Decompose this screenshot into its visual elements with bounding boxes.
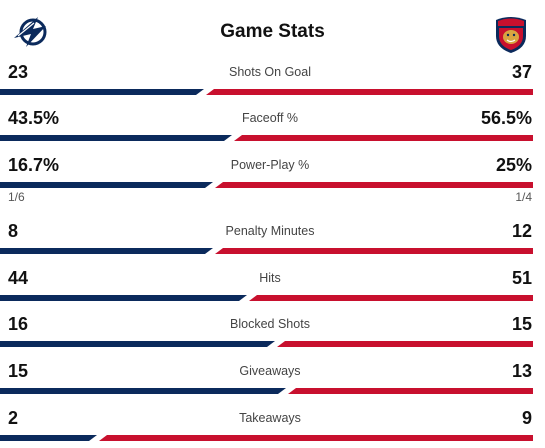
away-value: 56.5% <box>480 108 532 128</box>
away-value: 25% <box>495 155 532 175</box>
away-bar <box>249 295 533 301</box>
header: Game Stats <box>0 0 545 62</box>
home-value: 8 <box>8 221 19 241</box>
home-bar <box>0 248 213 254</box>
comparison-bar <box>0 89 533 95</box>
away-value: 13 <box>511 361 532 381</box>
away-value: 37 <box>511 62 532 82</box>
stat-row: 16.7% Power-Play % 25% 1/6 1/4 <box>0 155 545 204</box>
stat-row: 43.5% Faceoff % 56.5% <box>0 108 545 148</box>
comparison-bar <box>0 435 533 441</box>
stat-row: 15 Giveaways 13 <box>0 361 545 401</box>
stat-row: 16 Blocked Shots 15 <box>0 314 545 354</box>
home-value: 2 <box>8 408 19 428</box>
home-subvalue: 1/6 <box>8 190 25 204</box>
stat-label: Shots On Goal <box>229 65 311 79</box>
home-bar <box>0 135 232 141</box>
stat-label: Power-Play % <box>230 158 310 172</box>
comparison-bar <box>0 388 533 394</box>
away-value: 9 <box>521 408 532 428</box>
away-bar <box>277 341 533 347</box>
page-title: Game Stats <box>220 21 325 42</box>
stat-label: Takeaways <box>239 411 301 425</box>
away-bar <box>99 435 533 441</box>
stat-row: 23 Shots On Goal 37 <box>0 62 545 102</box>
stat-label: Hits <box>259 271 281 285</box>
home-bar <box>0 435 97 441</box>
away-value: 12 <box>511 221 532 241</box>
lightning-logo-icon <box>14 17 47 47</box>
home-value: 16 <box>8 314 29 334</box>
away-value: 15 <box>511 314 532 334</box>
home-value: 43.5% <box>8 108 60 128</box>
away-bar <box>215 182 533 188</box>
stat-label: Giveaways <box>239 364 301 378</box>
stat-label: Blocked Shots <box>230 317 310 331</box>
away-subvalue: 1/4 <box>515 190 532 204</box>
comparison-bar <box>0 182 533 188</box>
stat-row: 44 Hits 51 <box>0 268 545 308</box>
home-bar <box>0 388 286 394</box>
home-bar <box>0 89 204 95</box>
home-bar <box>0 341 275 347</box>
home-value: 44 <box>8 268 29 288</box>
home-bar <box>0 295 247 301</box>
home-value: 15 <box>8 361 29 381</box>
comparison-bar <box>0 248 533 254</box>
away-value: 51 <box>511 268 532 288</box>
away-bar <box>234 135 533 141</box>
comparison-bar <box>0 295 533 301</box>
home-value: 16.7% <box>8 155 60 175</box>
comparison-bar <box>0 135 533 141</box>
home-bar <box>0 182 213 188</box>
away-bar <box>288 388 533 394</box>
home-value: 23 <box>8 62 29 82</box>
stat-label: Penalty Minutes <box>225 224 315 238</box>
panther-logo-icon <box>496 17 526 53</box>
away-bar <box>215 248 533 254</box>
stat-label: Faceoff % <box>241 111 299 125</box>
stat-row: 2 Takeaways 9 <box>0 408 545 448</box>
away-bar <box>206 89 533 95</box>
comparison-bar <box>0 341 533 347</box>
stat-row: 8 Penalty Minutes 12 <box>0 221 545 261</box>
